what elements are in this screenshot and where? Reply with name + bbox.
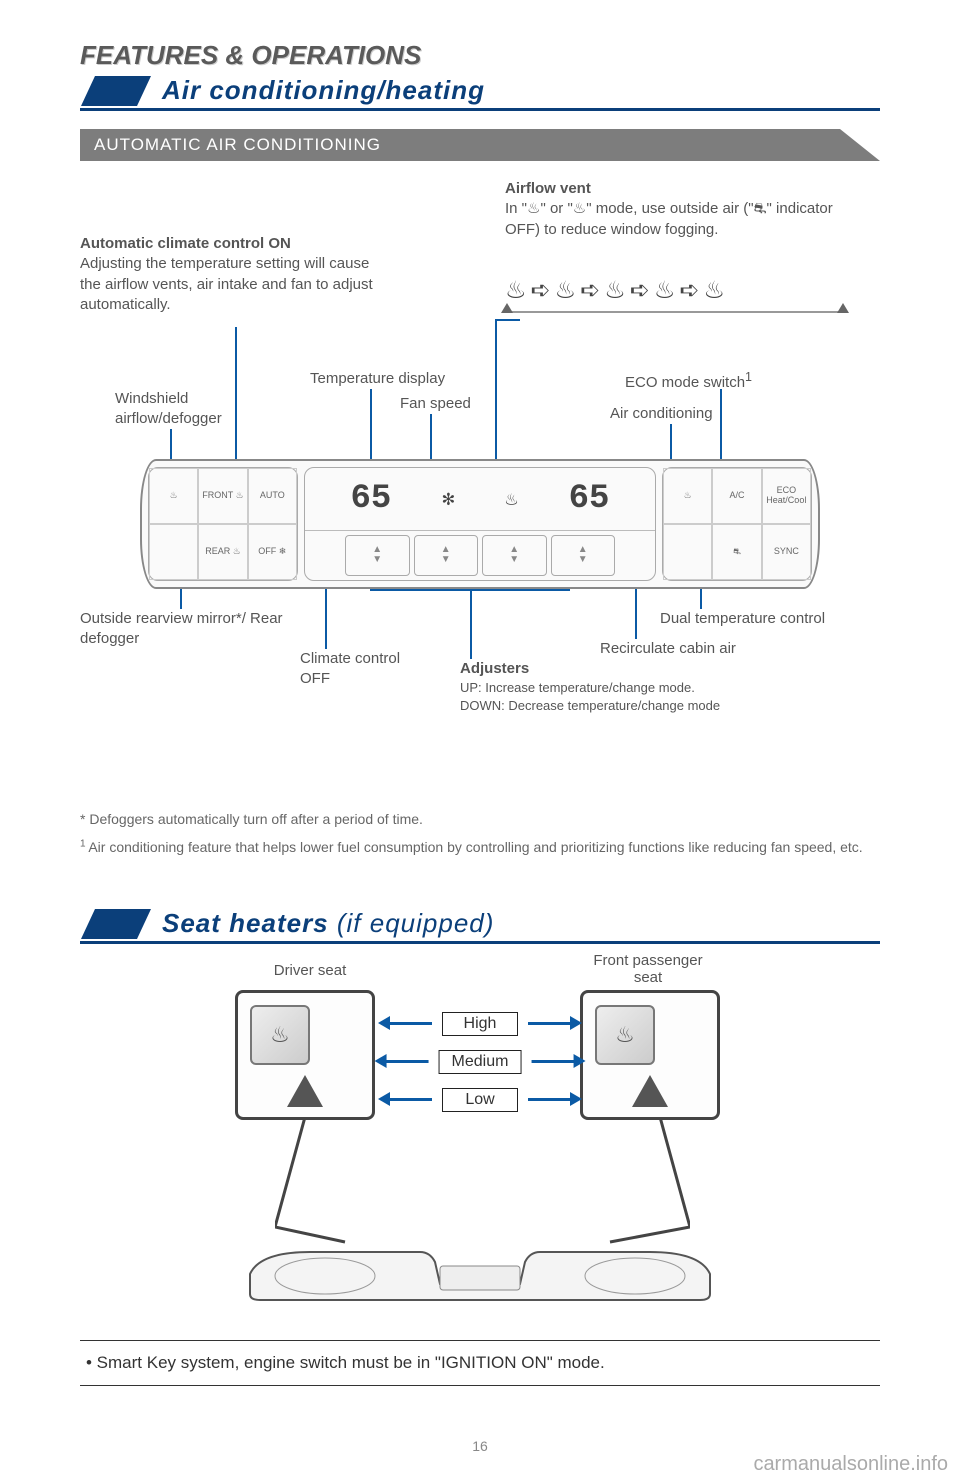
adjuster-2[interactable]: ▲▼ bbox=[414, 535, 479, 576]
fan-icon: ✻ bbox=[442, 486, 454, 512]
callout-ac: Air conditioning bbox=[610, 404, 713, 424]
page-number: 16 bbox=[472, 1438, 488, 1454]
climate-panel: ♨ FRONT ♨ AUTO REAR ♨ OFF ❄ 65 ✻ ♨ 65 bbox=[140, 459, 820, 589]
panel-center: 65 ✻ ♨ 65 ▲▼ ▲▼ ▲▼ ▲▼ bbox=[304, 467, 656, 581]
note-box: • Smart Key system, engine switch must b… bbox=[80, 1340, 880, 1386]
footnotes: * Defoggers automatically turn off after… bbox=[80, 809, 880, 858]
adjuster-1[interactable]: ▲▼ bbox=[345, 535, 410, 576]
seat-diagram: Driver seat Front passenger seat ♨ ♨ H bbox=[80, 962, 880, 1312]
ac-heading: Air conditioning/heating bbox=[162, 75, 485, 106]
label-passenger: Front passenger seat bbox=[578, 952, 718, 986]
seat-heading-row: Seat heaters (if equipped) bbox=[80, 908, 880, 944]
watermark: carmanualsonline.info bbox=[753, 1453, 948, 1476]
seat-heaters-section: Seat heaters (if equipped) Driver seat F… bbox=[80, 908, 880, 1386]
label-driver: Driver seat bbox=[255, 962, 365, 979]
callout-airflow-title: Airflow vent bbox=[505, 179, 855, 199]
arrow-up-icon-r bbox=[632, 1075, 668, 1107]
btn-off[interactable]: OFF ❄ bbox=[248, 524, 297, 580]
passenger-seat-box: ♨ bbox=[580, 990, 720, 1120]
vent-icon: ♨ bbox=[506, 486, 518, 512]
callout-climate-off: Climate control OFF bbox=[300, 649, 410, 690]
speech-tail-r bbox=[600, 1117, 690, 1247]
leader-airflow-v bbox=[495, 319, 497, 479]
callout-eco-text: ECO mode switch bbox=[625, 374, 745, 391]
btn-blank-l bbox=[149, 524, 198, 580]
btn-auto[interactable]: AUTO bbox=[248, 468, 297, 524]
callout-eco: ECO mode switch1 bbox=[625, 369, 752, 393]
seat-heading: Seat heaters (if equipped) bbox=[162, 908, 494, 939]
arrow-right-icon bbox=[531, 1060, 575, 1063]
adjusters-row: ▲▼ ▲▼ ▲▼ ▲▼ bbox=[305, 531, 655, 580]
level-row-medium: Medium bbox=[385, 1050, 576, 1074]
btn-front-defrost[interactable]: FRONT ♨ bbox=[198, 468, 247, 524]
leader-auto bbox=[235, 327, 237, 477]
lcd-temp-left: 65 bbox=[351, 480, 392, 518]
callout-auto-climate-body: Adjusting the temperature setting will c… bbox=[80, 254, 390, 315]
adjuster-4[interactable]: ▲▼ bbox=[551, 535, 616, 576]
leader-airflow-h bbox=[495, 319, 520, 321]
arrow-right-icon bbox=[528, 1098, 572, 1101]
footnote-eco-text: Air conditioning feature that helps lowe… bbox=[88, 839, 862, 855]
footnote-defogger: * Defoggers automatically turn off after… bbox=[80, 809, 880, 829]
ac-heading-row: Air conditioning/heating bbox=[80, 75, 880, 111]
airflow-track bbox=[505, 311, 845, 313]
level-row-high: High bbox=[388, 1012, 572, 1036]
speech-tail-l bbox=[275, 1117, 355, 1247]
btn-blank-r bbox=[663, 524, 712, 580]
callout-auto-climate: Automatic climate control ON Adjusting t… bbox=[80, 234, 390, 315]
callout-auto-climate-title: Automatic climate control ON bbox=[80, 234, 390, 254]
lcd-temp-right: 65 bbox=[569, 480, 610, 518]
heading-decor-2 bbox=[81, 909, 151, 939]
arrow-right-icon bbox=[528, 1022, 572, 1025]
callout-airflow-vent: Airflow vent In "♨" or "♨" mode, use out… bbox=[505, 179, 855, 240]
level-medium: Medium bbox=[439, 1050, 522, 1074]
level-high: High bbox=[442, 1012, 518, 1036]
panel-right: ♨ A/C ECO Heat/Cool ⛐ SYNC bbox=[662, 467, 812, 581]
level-row-low: Low bbox=[388, 1088, 572, 1112]
callout-adjusters-up: UP: Increase temperature/change mode. bbox=[460, 679, 780, 697]
seat-heading-suffix: (if equipped) bbox=[337, 908, 495, 938]
callout-eco-sup: 1 bbox=[745, 370, 752, 384]
callout-recirc: Recirculate cabin air bbox=[600, 639, 736, 659]
callout-fan-speed: Fan speed bbox=[400, 394, 471, 414]
adjuster-3[interactable]: ▲▼ bbox=[482, 535, 547, 576]
passenger-seat-btn[interactable]: ♨ bbox=[595, 1005, 655, 1065]
footnote-eco: 1 Air conditioning feature that helps lo… bbox=[80, 837, 880, 857]
airflow-mode-icons: ♨➪♨➪♨➪♨➪♨ bbox=[505, 276, 725, 305]
callout-temp-display: Temperature display bbox=[310, 369, 445, 389]
panel-outer: ♨ FRONT ♨ AUTO REAR ♨ OFF ❄ 65 ✻ ♨ 65 bbox=[140, 459, 820, 589]
seat-heading-main: Seat heaters bbox=[162, 908, 337, 938]
arrow-left-icon bbox=[385, 1060, 429, 1063]
panel-left: ♨ FRONT ♨ AUTO REAR ♨ OFF ❄ bbox=[148, 467, 298, 581]
callout-windshield: Windshield airflow/defogger bbox=[115, 389, 255, 430]
level-low: Low bbox=[442, 1088, 518, 1112]
section-header: FEATURES & OPERATIONS bbox=[80, 40, 880, 71]
grey-band: AUTOMATIC AIR CONDITIONING bbox=[80, 129, 880, 161]
arrow-left-icon bbox=[388, 1022, 432, 1025]
btn-eco[interactable]: ECO Heat/Cool bbox=[762, 468, 811, 524]
btn-rear-defrost[interactable]: REAR ♨ bbox=[198, 524, 247, 580]
note-text: • Smart Key system, engine switch must b… bbox=[86, 1353, 605, 1372]
console-bar bbox=[240, 1244, 720, 1302]
callout-adjusters-down: DOWN: Decrease temperature/change mode bbox=[460, 697, 780, 715]
callout-adjusters: Adjusters UP: Increase temperature/chang… bbox=[460, 659, 780, 714]
callout-airflow-body: In "♨" or "♨" mode, use outside air ("⛐"… bbox=[505, 199, 855, 240]
driver-seat-btn[interactable]: ♨ bbox=[250, 1005, 310, 1065]
ac-diagram-area: Automatic climate control ON Adjusting t… bbox=[80, 179, 880, 799]
driver-seat-box: ♨ bbox=[235, 990, 375, 1120]
btn-recirc[interactable]: ⛐ bbox=[712, 524, 761, 580]
callout-dual: Dual temperature control bbox=[660, 609, 825, 629]
arrow-up-icon-l bbox=[287, 1075, 323, 1107]
leader-adj-v bbox=[470, 589, 472, 659]
heading-decor bbox=[81, 76, 151, 106]
arrow-left-icon bbox=[388, 1098, 432, 1101]
callout-adjusters-title: Adjusters bbox=[460, 659, 780, 679]
lcd-display: 65 ✻ ♨ 65 bbox=[305, 468, 655, 531]
btn-sync[interactable]: SYNC bbox=[762, 524, 811, 580]
btn-seat-heat-r[interactable]: ♨ bbox=[663, 468, 712, 524]
btn-ac[interactable]: A/C bbox=[712, 468, 761, 524]
callout-mirror: Outside rearview mirror*/ Rear defogger bbox=[80, 609, 290, 650]
grey-band-text: AUTOMATIC AIR CONDITIONING bbox=[80, 129, 880, 161]
btn-seat-heat-l[interactable]: ♨ bbox=[149, 468, 198, 524]
